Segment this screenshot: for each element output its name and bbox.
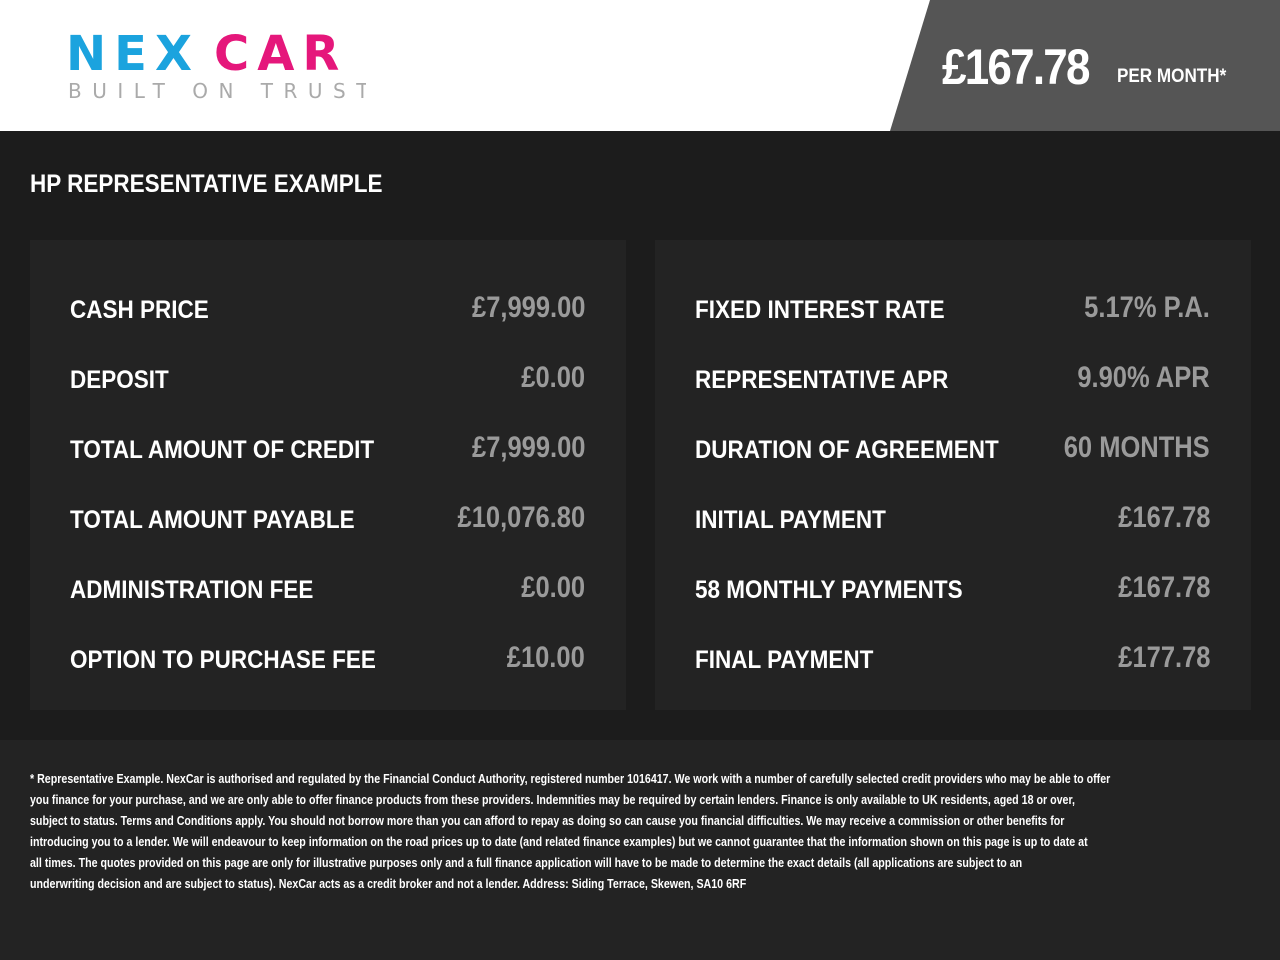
finance-row: OPTION TO PURCHASE FEE £10.00 <box>70 636 585 676</box>
disclaimer-line: * Representative Example. NexCar is auth… <box>30 771 1111 786</box>
finance-value: £0.00 <box>521 571 585 604</box>
finance-row: TOTAL AMOUNT OF CREDIT £7,999.00 <box>70 426 585 466</box>
disclaimer-line: all times. The quotes provided on this p… <box>30 855 1023 870</box>
monthly-price: £167.78 <box>942 39 1090 95</box>
finance-label: INITIAL PAYMENT <box>695 506 886 534</box>
finance-value: £7,999.00 <box>471 431 585 464</box>
finance-row: FINAL PAYMENT £177.78 <box>695 636 1210 676</box>
header: NEX CAR BUILT ON TRUST £167.78 PER MONTH… <box>0 0 1280 131</box>
disclaimer-line: underwriting decision and are subject to… <box>30 876 747 891</box>
finance-label: FINAL PAYMENT <box>695 646 874 674</box>
svg-text:BUILT ON TRUST: BUILT ON TRUST <box>68 79 366 103</box>
finance-row: TOTAL AMOUNT PAYABLE £10,076.80 <box>70 496 585 536</box>
finance-value: £7,999.00 <box>471 291 585 324</box>
svg-text:CAR: CAR <box>214 28 347 82</box>
per-month-label: PER MONTH* <box>1117 66 1227 87</box>
disclaimer: * Representative Example. NexCar is auth… <box>0 740 1280 960</box>
finance-value: £0.00 <box>521 361 585 394</box>
svg-text:NEX: NEX <box>66 28 200 82</box>
disclaimer-line: you finance for your purchase, and we ar… <box>30 792 1075 807</box>
finance-label: DEPOSIT <box>70 366 169 394</box>
finance-row: 58 MONTHLY PAYMENTS £167.78 <box>695 566 1210 606</box>
finance-label: REPRESENTATIVE APR <box>695 366 949 394</box>
finance-row: ADMINISTRATION FEE £0.00 <box>70 566 585 606</box>
finance-value: £167.78 <box>1117 571 1210 604</box>
finance-value: £10,076.80 <box>457 501 585 534</box>
finance-row: FIXED INTEREST RATE 5.17% P.A. <box>695 286 1210 326</box>
finance-label: TOTAL AMOUNT PAYABLE <box>70 506 355 534</box>
finance-label: 58 MONTHLY PAYMENTS <box>695 576 963 604</box>
finance-row: INITIAL PAYMENT £167.78 <box>695 496 1210 536</box>
finance-value: £10.00 <box>506 641 585 674</box>
finance-label: TOTAL AMOUNT OF CREDIT <box>70 436 375 464</box>
finance-label: OPTION TO PURCHASE FEE <box>70 646 376 674</box>
finance-label: FIXED INTEREST RATE <box>695 296 945 324</box>
finance-row: CASH PRICE £7,999.00 <box>70 286 585 326</box>
finance-value: 9.90% APR <box>1077 361 1210 394</box>
disclaimer-line: introducing you to a lender. We will end… <box>30 834 1088 849</box>
finance-label: DURATION OF AGREEMENT <box>695 436 999 464</box>
finance-value: 5.17% P.A. <box>1084 291 1210 324</box>
finance-value: £167.78 <box>1117 501 1210 534</box>
disclaimer-line: subject to status. Terms and Conditions … <box>30 813 1065 828</box>
finance-value: 60 MONTHS <box>1064 431 1210 464</box>
finance-row: DURATION OF AGREEMENT 60 MONTHS <box>695 426 1210 466</box>
finance-row: REPRESENTATIVE APR 9.90% APR <box>695 356 1210 396</box>
finance-panel-right: FIXED INTEREST RATE 5.17% P.A. REPRESENTAT… <box>655 240 1251 710</box>
section-title: HP REPRESENTATIVE EXAMPLE <box>30 170 383 198</box>
finance-label: CASH PRICE <box>70 296 209 324</box>
nexcar-logo: NEX CAR BUILT ON TRUST <box>66 28 366 103</box>
finance-panel-left: CASH PRICE £7,999.00 DEPOSIT £0.00 TOTAL AMO… <box>30 240 626 710</box>
finance-value: £177.78 <box>1117 641 1210 674</box>
finance-label: ADMINISTRATION FEE <box>70 576 314 604</box>
finance-row: DEPOSIT £0.00 <box>70 356 585 396</box>
monthly-price-box: £167.78 PER MONTH* <box>890 0 1280 131</box>
